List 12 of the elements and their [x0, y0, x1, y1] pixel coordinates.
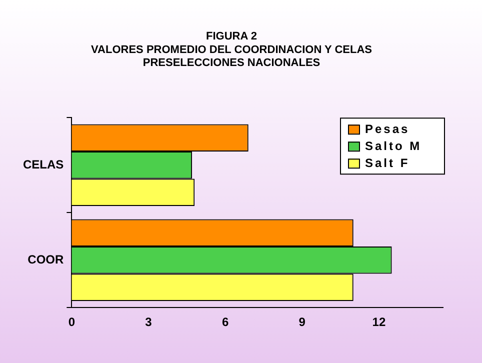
legend-label: Pesas	[365, 122, 410, 136]
legend-label: Salt F	[365, 156, 410, 170]
x-tick-label: 12	[372, 315, 386, 330]
x-tick-label: 6	[222, 315, 229, 330]
chart-title: FIGURA 2	[206, 30, 257, 43]
y-tick-label: CELAS	[23, 157, 64, 172]
x-tick-label: 0	[68, 315, 76, 330]
x-tick-label: 3	[145, 315, 152, 330]
legend-label: Salto M	[365, 138, 422, 153]
y-tick-label: COOR	[28, 252, 64, 266]
chart-subtitle: VALORES PROMEDIO DEL COORDINACION Y CELAS PRESELECCIONES NACIONALES	[91, 44, 372, 70]
x-tick-label: 9	[298, 315, 306, 330]
